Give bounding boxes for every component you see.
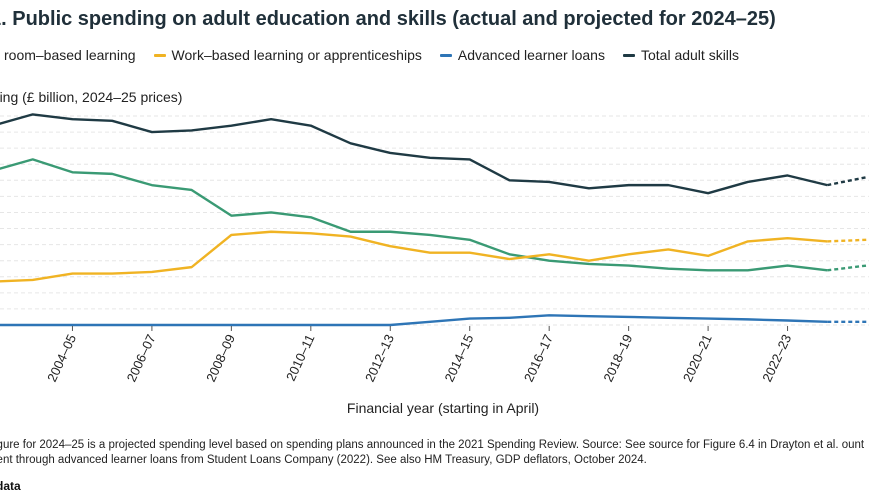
legend-item-total: Total adult skills xyxy=(622,47,740,63)
series-projection-work-based xyxy=(827,238,868,243)
legend-swatch-total xyxy=(622,53,635,57)
legend-label-work-based: Work–based learning or apprenticeships xyxy=(171,47,422,63)
x-tick-label: 2020–21 xyxy=(680,332,715,384)
legend-swatch-loans xyxy=(439,53,452,57)
x-tick-label: 2006–07 xyxy=(124,332,159,384)
x-tick-label: 2010–11 xyxy=(283,332,318,383)
series-lines xyxy=(0,113,868,327)
line-chart: 2004–05 2006–07 2008–09 2010–11 2012–13 2014–… xyxy=(0,113,869,416)
series-projection-total xyxy=(827,175,868,187)
x-tick-label: 2012–13 xyxy=(362,332,397,384)
legend-item-loans: Advanced learner loans xyxy=(439,47,605,63)
x-axis-label: Financial year (starting in April) xyxy=(347,400,539,416)
legend-label-total: Total adult skills xyxy=(640,47,740,63)
legend: room–based learning Work–based learning … xyxy=(0,47,739,63)
legend-swatch-work-based xyxy=(153,53,166,57)
chart-title: 1. Public spending on adult education an… xyxy=(0,8,776,30)
x-tick-label: 2004–05 xyxy=(44,332,79,384)
x-tick-label: 2016–17 xyxy=(521,332,556,384)
series-line-loans xyxy=(0,314,828,327)
legend-item-classroom: room–based learning xyxy=(0,47,136,63)
source-note: igure for 2024–25 is a projected spendin… xyxy=(0,439,865,466)
gridlines xyxy=(0,115,869,326)
x-tick-label: 2014–15 xyxy=(441,332,476,384)
x-tick-label: 2008–09 xyxy=(203,332,238,384)
x-tick-label: 2018–19 xyxy=(600,332,635,384)
y-axis-label: nding (£ billion, 2024–25 prices) xyxy=(0,89,183,105)
x-tick-label: 2022–23 xyxy=(759,332,794,384)
series-line-classroom xyxy=(0,158,828,272)
series-projection-classroom xyxy=(827,264,868,272)
legend-label-classroom: room–based learning xyxy=(4,47,136,63)
legend-label-loans: Advanced learner loans xyxy=(457,47,605,63)
series-line-total xyxy=(0,113,828,195)
data-link[interactable]: data xyxy=(0,479,21,493)
x-axis-ticks: 2004–05 2006–07 2008–09 2010–11 2012–13 2014–… xyxy=(44,326,794,384)
series-line-work-based xyxy=(0,230,828,283)
legend-item-work-based: Work–based learning or apprenticeships xyxy=(153,47,422,63)
